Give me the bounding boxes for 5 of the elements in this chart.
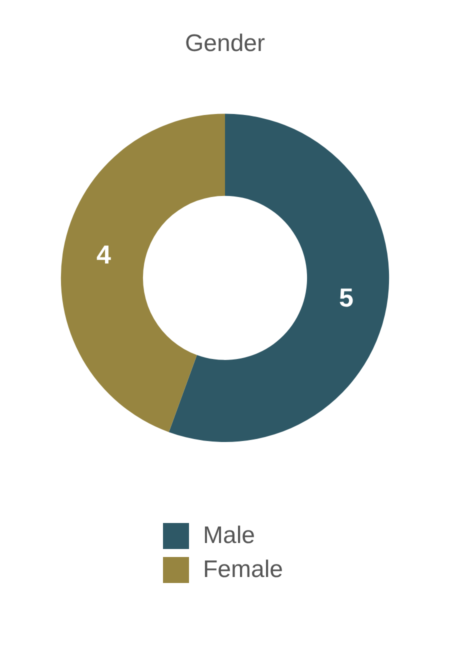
legend-label: Female xyxy=(203,556,284,584)
data-label: 5 xyxy=(338,282,354,312)
legend-label: Male xyxy=(203,522,256,550)
chart-title: Gender xyxy=(184,30,266,58)
data-label: 4 xyxy=(96,240,112,270)
